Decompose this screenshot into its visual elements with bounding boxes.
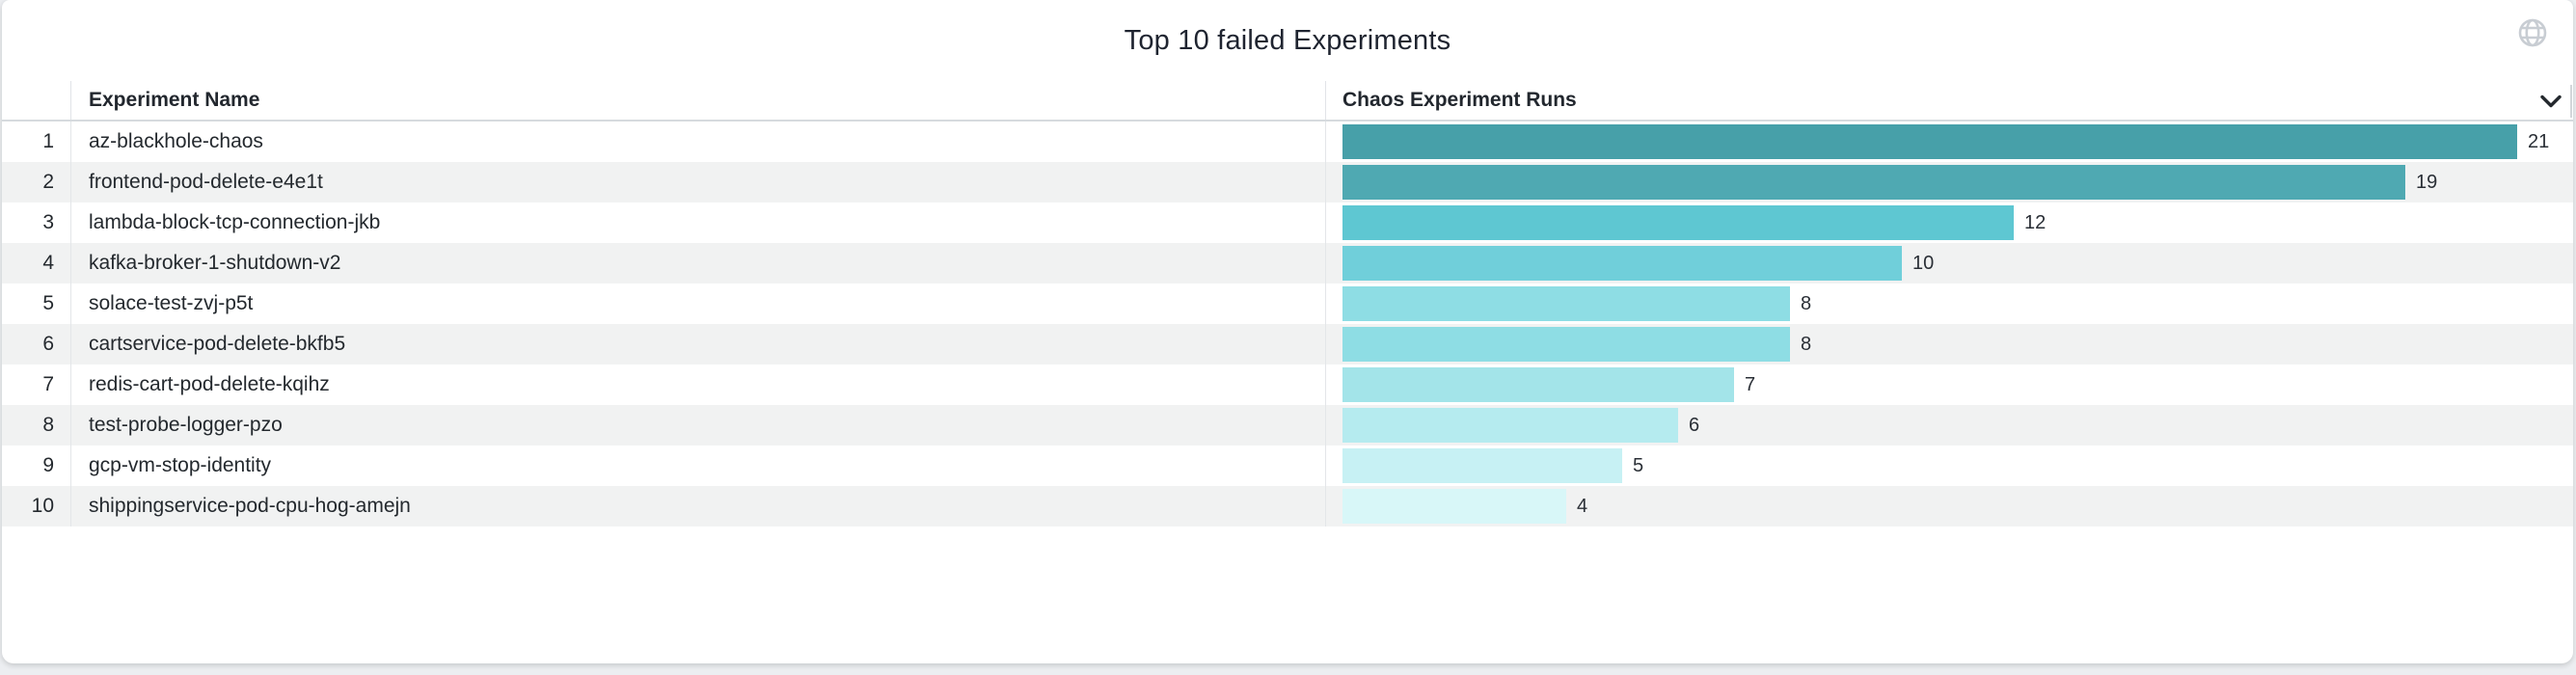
table-row: 2 frontend-pod-delete-e4e1t 19 bbox=[2, 162, 2573, 202]
globe-icon[interactable] bbox=[2517, 17, 2548, 48]
column-header-chaos-experiment-runs[interactable]: Chaos Experiment Runs bbox=[1325, 81, 2573, 120]
runs-bar-cell: 5 bbox=[1325, 446, 2573, 486]
experiment-name-cell: gcp-vm-stop-identity bbox=[70, 446, 1325, 486]
table-row: 6 cartservice-pod-delete-bkfb5 8 bbox=[2, 324, 2573, 364]
row-rank: 4 bbox=[42, 252, 54, 274]
runs-bar bbox=[1342, 327, 1790, 362]
column-header-experiment-name[interactable]: Experiment Name bbox=[70, 81, 1325, 120]
row-rank: 2 bbox=[42, 171, 54, 193]
header-resize-handle[interactable] bbox=[2570, 85, 2572, 118]
table-row: 8 test-probe-logger-pzo 6 bbox=[2, 405, 2573, 446]
runs-bar-cell: 8 bbox=[1325, 284, 2573, 324]
runs-value-label: 8 bbox=[1801, 334, 1812, 355]
experiment-name-cell: shippingservice-pod-cpu-hog-amejn bbox=[70, 486, 1325, 526]
experiment-name-cell: kafka-broker-1-shutdown-v2 bbox=[70, 243, 1325, 284]
row-rank: 3 bbox=[42, 211, 54, 233]
runs-value-label: 4 bbox=[1577, 496, 1588, 517]
runs-value-label: 5 bbox=[1633, 455, 1644, 476]
runs-bar-cell: 19 bbox=[1325, 162, 2573, 202]
table-row: 9 gcp-vm-stop-identity 5 bbox=[2, 446, 2573, 486]
experiment-name-cell: test-probe-logger-pzo bbox=[70, 405, 1325, 446]
table-header-row: Experiment Name Chaos Experiment Runs bbox=[2, 81, 2573, 122]
runs-bar-cell: 21 bbox=[1325, 122, 2573, 162]
table-row: 1 az-blackhole-chaos 21 bbox=[2, 122, 2573, 162]
runs-value-label: 19 bbox=[2416, 172, 2438, 193]
row-rank: 10 bbox=[31, 495, 54, 517]
runs-bar bbox=[1342, 124, 2517, 159]
runs-value-label: 8 bbox=[1801, 293, 1812, 314]
row-rank: 6 bbox=[42, 333, 54, 355]
runs-bar bbox=[1342, 165, 2405, 200]
column-header-rank bbox=[2, 81, 70, 120]
experiment-name-cell: redis-cart-pod-delete-kqihz bbox=[70, 364, 1325, 405]
row-rank: 1 bbox=[42, 130, 54, 152]
table-row: 10 shippingservice-pod-cpu-hog-amejn 4 bbox=[2, 486, 2573, 526]
experiment-name-cell: az-blackhole-chaos bbox=[70, 122, 1325, 162]
runs-bar-cell: 6 bbox=[1325, 405, 2573, 446]
runs-value-label: 12 bbox=[2024, 212, 2047, 233]
experiment-name-cell: solace-test-zvj-p5t bbox=[70, 284, 1325, 324]
runs-bar bbox=[1342, 246, 1902, 281]
row-rank: 8 bbox=[42, 414, 54, 436]
table-body: 1 az-blackhole-chaos 21 2 frontend-pod-d… bbox=[2, 122, 2573, 526]
runs-bar bbox=[1342, 448, 1622, 483]
row-rank: 5 bbox=[42, 292, 54, 314]
runs-bar-cell: 4 bbox=[1325, 486, 2573, 526]
runs-bar bbox=[1342, 205, 2014, 240]
table-row: 3 lambda-block-tcp-connection-jkb 12 bbox=[2, 202, 2573, 243]
runs-value-label: 21 bbox=[2528, 131, 2550, 152]
page-title: Top 10 failed Experiments bbox=[1124, 24, 1451, 56]
runs-value-label: 6 bbox=[1689, 415, 1700, 436]
runs-bar-cell: 8 bbox=[1325, 324, 2573, 364]
panel-header: Top 10 failed Experiments bbox=[2, 0, 2573, 81]
table-row: 7 redis-cart-pod-delete-kqihz 7 bbox=[2, 364, 2573, 405]
runs-bar-cell: 10 bbox=[1325, 243, 2573, 284]
runs-bar bbox=[1342, 286, 1790, 321]
runs-bar bbox=[1342, 408, 1678, 443]
experiment-name-cell: lambda-block-tcp-connection-jkb bbox=[70, 202, 1325, 243]
runs-bar bbox=[1342, 489, 1566, 524]
runs-bar-cell: 12 bbox=[1325, 202, 2573, 243]
runs-bar bbox=[1342, 367, 1734, 402]
runs-value-label: 7 bbox=[1745, 374, 1756, 395]
runs-value-label: 10 bbox=[1912, 253, 1935, 274]
experiment-name-cell: cartservice-pod-delete-bkfb5 bbox=[70, 324, 1325, 364]
table-row: 5 solace-test-zvj-p5t 8 bbox=[2, 284, 2573, 324]
row-rank: 7 bbox=[42, 373, 54, 395]
row-rank: 9 bbox=[42, 454, 54, 476]
runs-bar-cell: 7 bbox=[1325, 364, 2573, 405]
experiment-name-cell: frontend-pod-delete-e4e1t bbox=[70, 162, 1325, 202]
chevron-down-icon[interactable] bbox=[2540, 94, 2562, 108]
table-row: 4 kafka-broker-1-shutdown-v2 10 bbox=[2, 243, 2573, 284]
